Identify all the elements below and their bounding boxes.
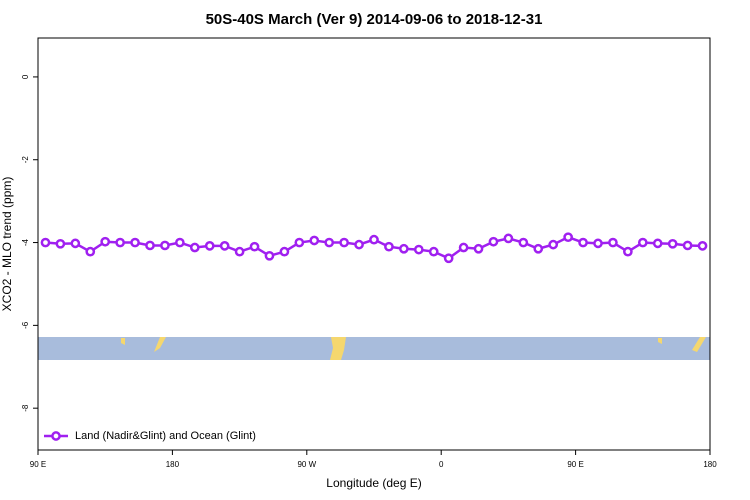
data-point: [637, 237, 648, 248]
y-tick-label: -2: [21, 156, 30, 164]
data-point: [384, 241, 394, 252]
x-tick-label: 180: [166, 460, 180, 469]
data-point: [413, 244, 424, 255]
data-point: [160, 240, 170, 251]
x-tick-label: 90 E: [30, 460, 46, 469]
data-point: [100, 236, 111, 247]
data-point: [279, 246, 290, 257]
data-point: [189, 242, 200, 253]
data-point: [458, 242, 469, 253]
map-strip: [38, 337, 710, 360]
data-point: [219, 241, 230, 251]
x-tick-label: 180: [703, 460, 717, 469]
land: [154, 337, 166, 352]
data-point: [428, 246, 439, 257]
x-axis-label: Longitude (deg E): [326, 476, 421, 490]
data-point: [309, 235, 320, 246]
plot-frame: [37, 37, 711, 451]
y-tick-label: -8: [21, 404, 30, 412]
data-point: [667, 238, 678, 249]
legend-label: Land (Nadir&Glint) and Ocean (Glint): [75, 430, 256, 442]
data-point: [578, 237, 588, 248]
land: [692, 337, 706, 352]
data-point: [40, 237, 51, 248]
data-point: [324, 237, 335, 248]
data-point: [234, 246, 245, 257]
data-point: [652, 238, 663, 249]
land: [658, 338, 662, 344]
data-point: [249, 241, 260, 252]
land: [330, 337, 346, 360]
data-point: [593, 238, 603, 249]
data-point: [488, 236, 499, 247]
data-point: [399, 243, 409, 254]
land: [121, 338, 125, 345]
legend-marker: [51, 431, 61, 441]
data-point: [354, 239, 364, 250]
x-tick-label: 0: [439, 460, 444, 469]
y-tick-label: -4: [21, 238, 30, 246]
data-point: [204, 241, 215, 251]
x-tick-label: 90 W: [297, 460, 316, 469]
data-point: [503, 233, 514, 244]
data-point: [473, 243, 484, 254]
data-point: [697, 241, 708, 251]
data-point: [264, 250, 275, 261]
data-point: [339, 237, 349, 248]
data-point: [70, 238, 81, 249]
data-point: [608, 237, 618, 248]
x-tick-label: 90 E: [567, 460, 583, 469]
y-tick-label: 0: [21, 74, 30, 79]
data-point: [85, 246, 96, 257]
y-tick-label: -6: [21, 321, 30, 329]
data-point: [130, 237, 140, 248]
y-axis-label: XCO2 - MLO trend (ppm): [0, 177, 14, 312]
data-point: [369, 234, 379, 245]
data-point: [55, 238, 66, 249]
data-point: [294, 237, 305, 248]
data-point: [533, 243, 544, 254]
data-point: [115, 237, 125, 248]
chart-title: 50S-40S March (Ver 9) 2014-09-06 to 2018…: [206, 11, 543, 28]
ocean-band: [38, 337, 710, 360]
data-point: [443, 253, 454, 264]
data-point: [175, 237, 185, 248]
data-point: [563, 232, 573, 243]
data-point: [145, 240, 155, 251]
data-point: [682, 240, 693, 251]
data-point: [548, 239, 559, 250]
data-point: [518, 237, 529, 248]
data-point: [623, 246, 633, 257]
